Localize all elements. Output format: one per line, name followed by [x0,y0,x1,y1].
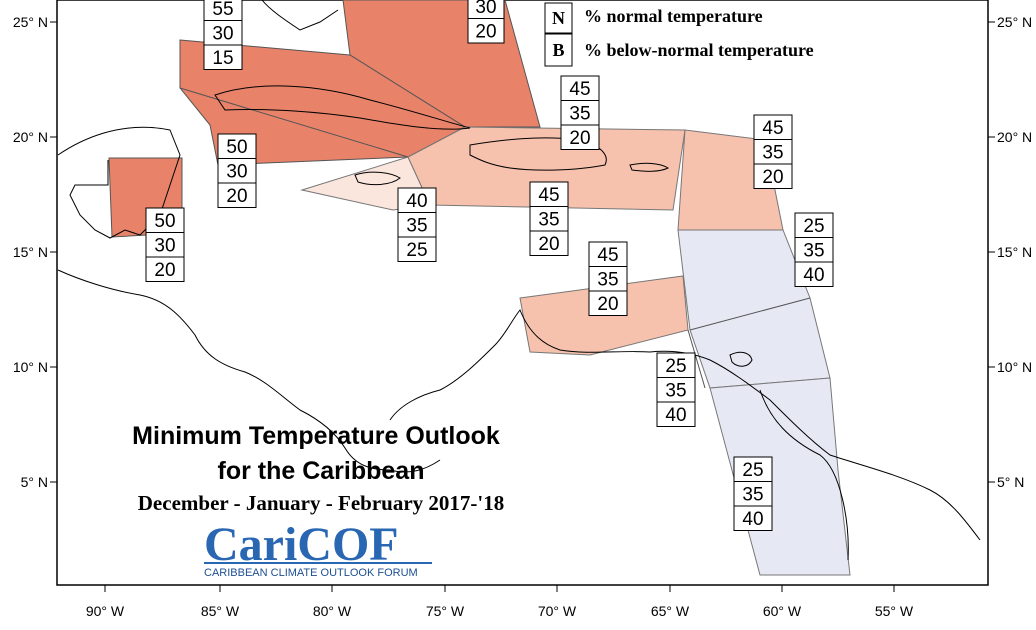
prob-value-abc-islands: 45 [597,245,618,266]
y-tick-label-left: 5° N [21,474,48,490]
prob-value-trinidad: 40 [665,405,686,426]
prob-value-windward-islands: 40 [803,265,824,286]
prob-value-leeward-islands: 45 [762,118,783,139]
prob-value-cuba-west: 15 [212,48,233,69]
prob-value-cuba-central: 30 [226,162,247,183]
region-guianas[interactable] [709,377,851,576]
prob-value-jamaica: 40 [406,191,427,212]
prob-value-trinidad: 35 [665,381,686,402]
prob-value-abc-islands: 35 [597,270,618,291]
y-tick-label-right: 10° N [997,359,1032,375]
x-tick-label: 80° W [313,603,352,619]
x-tick-label: 90° W [86,603,125,619]
prob-value-hispaniola-north: 35 [569,104,590,125]
y-tick-label-right: 15° N [997,244,1032,260]
prob-value-jamaica: 25 [406,240,427,261]
prob-value-hispaniola-north: 20 [569,128,590,149]
prob-value-cuba-central: 20 [226,186,247,207]
prob-value-guianas: 35 [742,485,763,506]
x-tick-label: 85° W [201,603,240,619]
prob-value-windward-islands: 35 [803,241,824,262]
y-tick-label-right: 25° N [997,14,1032,30]
prob-value-belize: 20 [154,260,175,281]
prob-value-abc-islands: 20 [597,294,618,315]
y-tick-label-right: 20° N [997,129,1032,145]
x-tick-label: 70° W [538,603,577,619]
legend-label-normal: % normal temperature [584,6,763,26]
prob-value-hispaniola-south: 20 [538,234,559,255]
map-title-line2: for the Caribbean [218,457,425,485]
y-tick-label-left: 10° N [13,359,48,375]
prob-value-trinidad: 25 [665,356,686,377]
prob-value-cuba-west: 30 [212,24,233,45]
y-tick-label-left: 25° N [13,14,48,30]
probability-boxes: 30 20 55 30 15 50 30 20 50 30 20 40 35 25 45 35 20 45 35 20… [145,0,834,531]
logo-subtitle: CARIBBEAN CLIMATE OUTLOOK FORUM [204,567,418,579]
y-tick-label-right: 5° N [997,474,1024,490]
x-tick-label: 65° W [651,603,690,619]
prob-value-cuba-central: 50 [226,137,247,158]
prob-value-leeward-islands: 20 [762,167,783,188]
coastlines [57,0,981,561]
map-season: December - January - February 2017-'18 [138,491,504,515]
legend-key-below: B [552,40,564,60]
prob-value-guianas: 25 [742,460,763,481]
x-tick-label: 55° W [875,603,914,619]
prob-value-hispaniola-north: 45 [569,79,590,100]
x-tick-label: 75° W [426,603,465,619]
map-frame [56,0,989,586]
caricof-logo: CariCOF CARIBBEAN CLIMATE OUTLOOK FORUM [204,518,432,579]
prob-value-jamaica: 35 [406,216,427,237]
prob-value-hispaniola-south: 35 [538,210,559,231]
prob-value-belize: 30 [154,236,175,257]
prob-value-leeward-islands: 35 [762,143,783,164]
prob-value-bahamas-north: 30 [475,0,496,18]
prob-value-belize: 50 [154,211,175,232]
prob-value-hispaniola-south: 45 [538,185,559,206]
prob-value-bahamas-north: 20 [475,22,496,43]
x-tick-label: 60° W [763,603,802,619]
prob-value-cuba-west: 55 [212,0,233,20]
y-tick-label-left: 20° N [13,129,48,145]
y-tick-label-left: 15° N [13,244,48,260]
legend-key-normal: N [552,8,565,28]
prob-value-guianas: 40 [742,509,763,530]
prob-value-windward-islands: 25 [803,216,824,237]
legend-label-below: % below-normal temperature [584,40,814,60]
map-title-line1: Minimum Temperature Outlook [132,422,500,450]
legend: N % normal temperature B % below-normal … [544,2,814,67]
